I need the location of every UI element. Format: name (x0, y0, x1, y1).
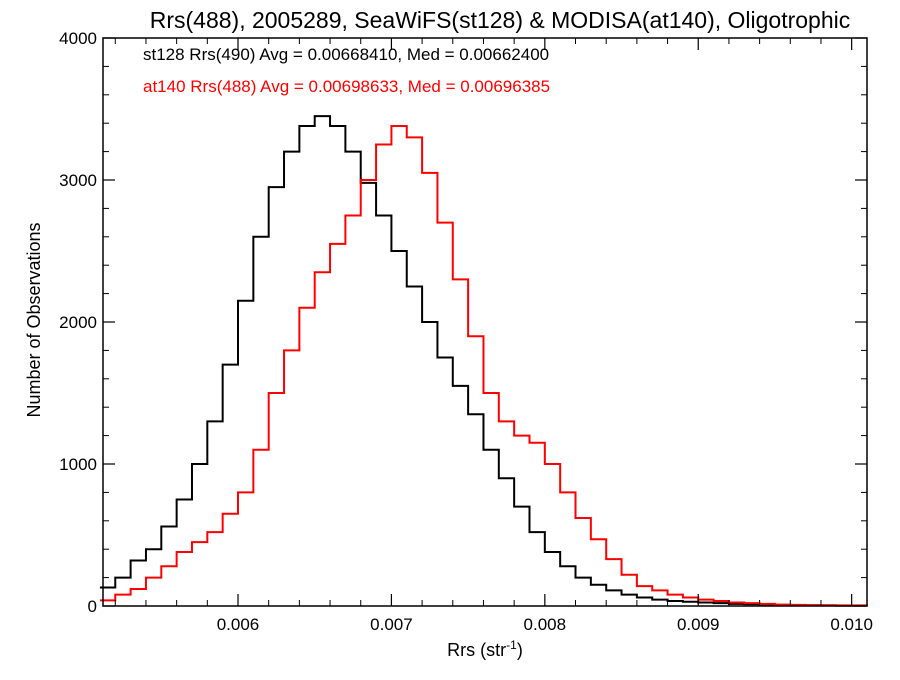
y-tick-label: 1000 (59, 455, 97, 474)
x-tick-label: 0.010 (830, 615, 873, 634)
series-line-1 (99, 125, 868, 607)
axes-layer: 0.006 0.007 0.008 0.009 0.010 0 1000 2000 3000 40… (59, 29, 873, 634)
chart-title: Rrs(488), 2005289, SeaWiFS(st128) & MODI… (150, 7, 851, 33)
y-tick-label: 0 (88, 597, 97, 616)
legend-entry-at140: at140 Rrs(488) Avg = 0.00698633, Med = 0… (143, 77, 550, 96)
x-tick-label: 0.009 (677, 615, 720, 634)
x-axis-label-main: Rrs (str (447, 640, 506, 660)
y-tick-label: 4000 (59, 29, 97, 48)
plot-frame (102, 37, 868, 607)
legend-entry-st128: st128 Rrs(490) Avg = 0.00668410, Med = 0… (143, 45, 549, 64)
y-axis-label: Number of Observations (24, 222, 44, 417)
y-tick-label: 2000 (59, 313, 97, 332)
x-axis-label-close: ) (517, 640, 523, 660)
series-layer (99, 115, 868, 607)
x-axis-label-superscript: -1 (506, 638, 517, 652)
x-tick-label: 0.007 (370, 615, 413, 634)
x-tick-label: 0.008 (524, 615, 567, 634)
x-axis-label: Rrs (str-1) (447, 638, 523, 660)
y-tick-label: 3000 (59, 171, 97, 190)
x-tick-label: 0.006 (217, 615, 260, 634)
